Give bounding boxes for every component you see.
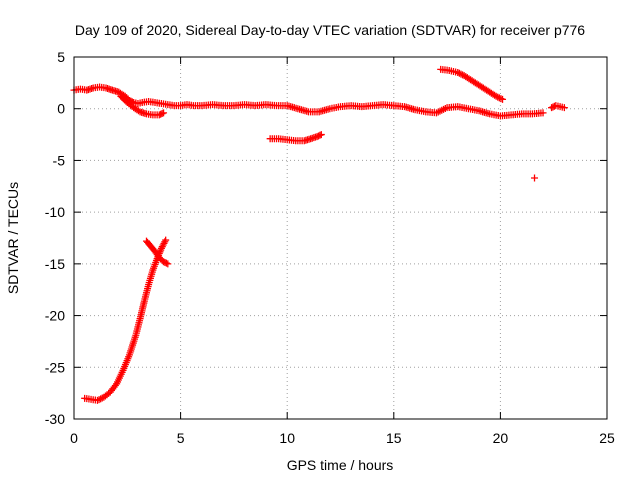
y-axis-tick-labels: 5 0 -5 -10 -15 -20 -25 -30 [45,49,65,427]
series-lower-segment [266,131,325,145]
x-tick-label: 10 [279,430,295,446]
y-tick-label: -30 [45,411,65,427]
plot-frame [73,56,608,420]
data-point-marker [164,260,172,268]
data-point-marker [497,95,505,103]
y-tick-label: -15 [45,256,65,272]
x-tick-label: 20 [493,430,509,446]
x-tick-label: 0 [70,430,78,446]
data-point-marker [455,69,463,77]
data-point-marker [539,109,547,117]
y-tick-label: 0 [57,101,65,117]
data-point-marker [494,93,502,101]
series-early-cross [142,237,172,268]
y-tick-label: -10 [45,204,65,220]
x-tick-label: 5 [177,430,185,446]
grid-lines [74,57,607,419]
series-early-rise [81,236,170,404]
data-point-marker [457,70,465,78]
data-point-marker [531,174,539,182]
data-point-marker [495,94,503,102]
data-points [70,65,568,404]
y-axis-label: SDTVAR / TECUs [5,182,21,294]
data-point-marker [95,396,103,404]
series-main-band [70,83,547,120]
data-point-marker [160,109,168,117]
y-tick-label: -5 [53,152,66,168]
y-tick-label: 5 [57,49,65,65]
data-point-marker [161,238,169,246]
data-point-marker [93,396,101,404]
data-point-marker [317,131,325,139]
data-point-marker [499,95,507,103]
data-point-marker [97,395,105,403]
series-dip-near-3h [117,92,168,119]
data-point-marker [316,131,324,139]
data-point-marker [492,92,500,100]
data-point-marker [111,381,119,389]
x-axis-label: GPS time / hours [287,457,394,473]
y-tick-label: -20 [45,308,65,324]
x-tick-label: 15 [386,430,402,446]
data-point-marker [158,110,166,118]
y-tick-label: -25 [45,359,65,375]
data-point-marker [162,236,170,244]
series-late-segment [548,102,568,112]
series-upper-segment [437,65,507,103]
x-tick-label: 25 [599,430,615,446]
data-point-marker [560,104,568,112]
data-point-marker [454,69,462,77]
axis-ticks [73,56,608,420]
x-axis-tick-labels: 0 5 10 15 20 25 [70,430,615,446]
data-point-marker [162,259,170,267]
series-isolated-point [531,174,539,182]
chart-title: Day 109 of 2020, Sidereal Day-to-day VTE… [75,22,585,38]
data-point-marker [134,107,142,115]
